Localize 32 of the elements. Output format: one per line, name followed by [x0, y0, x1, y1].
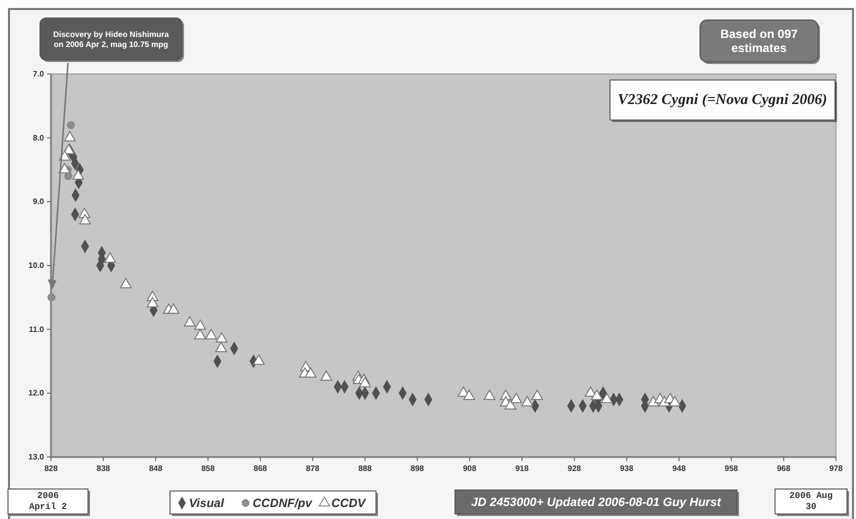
y-tick-label: 7.0	[32, 70, 45, 78]
legend-label: CCDV	[331, 496, 366, 510]
x-tick-label: 868	[254, 464, 268, 473]
x-tick-label: 938	[620, 464, 634, 473]
text: JD 2453000+ Updated 2006-08-01 Guy Hurst	[471, 495, 722, 509]
y-tick-label: 9.0	[32, 197, 45, 206]
legend-label: Visual	[189, 496, 225, 510]
x-tick-label: 968	[776, 464, 791, 473]
x-tick-label: 838	[96, 464, 111, 473]
text: 2006 Aug 30	[789, 491, 833, 512]
x-tick-label: 918	[515, 464, 530, 473]
x-tick-label: 928	[568, 464, 582, 473]
x-tick-label: 848	[148, 464, 163, 473]
y-tick-label: 12.0	[28, 388, 45, 398]
x-tick-label: 828	[44, 464, 58, 473]
legend-label: CCDNF/pv	[252, 496, 314, 510]
x-tick-label: 908	[462, 464, 477, 473]
x-tick-label: 878	[306, 464, 320, 473]
x-tick-label: 978	[829, 464, 844, 473]
y-tick-label: 8.0	[32, 133, 45, 142]
x-tick-label: 888	[358, 464, 372, 473]
text: 2006 April 2	[29, 491, 67, 512]
x-tick-label: 898	[410, 464, 425, 473]
text: Based on 097 estimates	[720, 26, 798, 56]
x-tick-label: 858	[201, 464, 216, 473]
text: V2362 Cygni (=Nova Cygni 2006)	[618, 92, 828, 108]
y-tick-label: 13.0	[28, 452, 45, 462]
y-tick-label: 10.0	[28, 261, 45, 270]
x-tick-label: 948	[672, 464, 686, 473]
y-tick-label: 11.0	[28, 324, 45, 334]
text: Discovery by Hideo Nishimura on 2006 Apr 2, mag 10.75 mpg	[53, 30, 170, 48]
x-tick-label: 958	[724, 464, 739, 473]
